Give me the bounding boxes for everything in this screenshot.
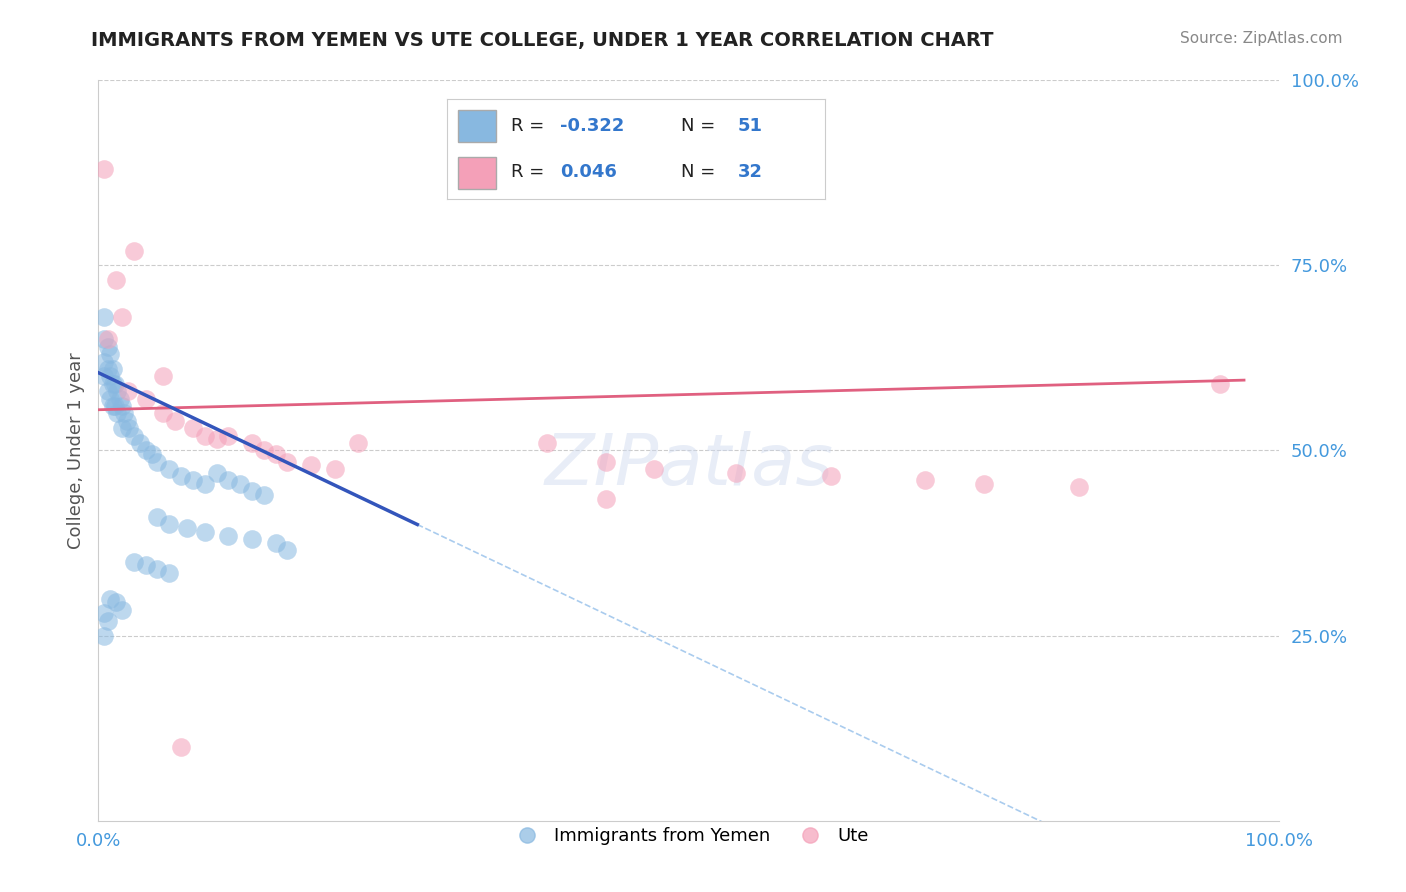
Point — [240, 436, 263, 450]
Point — [101, 376, 124, 391]
Point — [152, 407, 174, 421]
Point — [122, 244, 145, 258]
Point — [93, 162, 115, 177]
Point — [122, 555, 145, 569]
Point — [97, 362, 120, 376]
Point — [276, 454, 298, 468]
Point — [229, 476, 252, 491]
Point — [128, 436, 150, 450]
Point — [105, 384, 128, 399]
Point — [165, 414, 187, 428]
Point — [170, 469, 193, 483]
Point — [1067, 480, 1090, 494]
Point — [108, 392, 131, 406]
Point — [194, 524, 217, 539]
Point — [111, 421, 134, 435]
Point — [98, 369, 121, 384]
Point — [122, 428, 145, 442]
Point — [111, 602, 134, 616]
Point — [240, 484, 263, 499]
Point — [170, 739, 193, 754]
Point — [146, 510, 169, 524]
Point — [217, 428, 239, 442]
Point — [105, 407, 128, 421]
Point — [276, 543, 298, 558]
Point — [205, 433, 228, 447]
Point — [194, 428, 217, 442]
Point — [97, 340, 120, 354]
Point — [643, 462, 665, 476]
Point — [205, 466, 228, 480]
Point — [93, 628, 115, 642]
Point — [104, 399, 127, 413]
Point — [98, 591, 121, 606]
Point — [595, 491, 617, 506]
Point — [146, 562, 169, 576]
Point — [536, 436, 558, 450]
Point — [117, 384, 139, 399]
Point — [820, 469, 842, 483]
Point — [264, 447, 287, 461]
Point — [98, 347, 121, 361]
Point — [104, 376, 127, 391]
Point — [914, 473, 936, 487]
Point — [112, 407, 135, 421]
Point — [141, 447, 163, 461]
Point — [217, 528, 239, 542]
Point — [135, 443, 157, 458]
Point — [135, 392, 157, 406]
Point — [101, 399, 124, 413]
Point — [93, 354, 115, 368]
Point — [111, 399, 134, 413]
Point — [217, 473, 239, 487]
Y-axis label: College, Under 1 year: College, Under 1 year — [66, 352, 84, 549]
Point — [299, 458, 322, 473]
Point — [347, 436, 370, 450]
Point — [1209, 376, 1232, 391]
Point — [118, 421, 141, 435]
Point — [157, 462, 180, 476]
Point — [93, 332, 115, 346]
Point — [97, 614, 120, 628]
Point — [253, 443, 276, 458]
Point — [97, 384, 120, 399]
Point — [135, 558, 157, 573]
Point — [264, 536, 287, 550]
Point — [146, 454, 169, 468]
Text: IMMIGRANTS FROM YEMEN VS UTE COLLEGE, UNDER 1 YEAR CORRELATION CHART: IMMIGRANTS FROM YEMEN VS UTE COLLEGE, UN… — [91, 31, 994, 50]
Point — [105, 273, 128, 287]
Point — [181, 421, 204, 435]
Point — [725, 466, 748, 480]
Point — [93, 310, 115, 325]
Point — [93, 369, 115, 384]
Point — [323, 462, 346, 476]
Point — [101, 362, 124, 376]
Point — [97, 332, 120, 346]
Point — [176, 521, 198, 535]
Point — [105, 595, 128, 609]
Text: Source: ZipAtlas.com: Source: ZipAtlas.com — [1180, 31, 1343, 46]
Legend: Immigrants from Yemen, Ute: Immigrants from Yemen, Ute — [502, 820, 876, 853]
Point — [595, 454, 617, 468]
Point — [240, 533, 263, 547]
Point — [253, 488, 276, 502]
Point — [973, 476, 995, 491]
Point — [93, 607, 115, 621]
Point — [157, 566, 180, 580]
Point — [111, 310, 134, 325]
Point — [152, 369, 174, 384]
Point — [115, 414, 138, 428]
Point — [194, 476, 217, 491]
Point — [98, 392, 121, 406]
Point — [181, 473, 204, 487]
Point — [157, 517, 180, 532]
Text: ZIPatlas: ZIPatlas — [544, 431, 834, 500]
